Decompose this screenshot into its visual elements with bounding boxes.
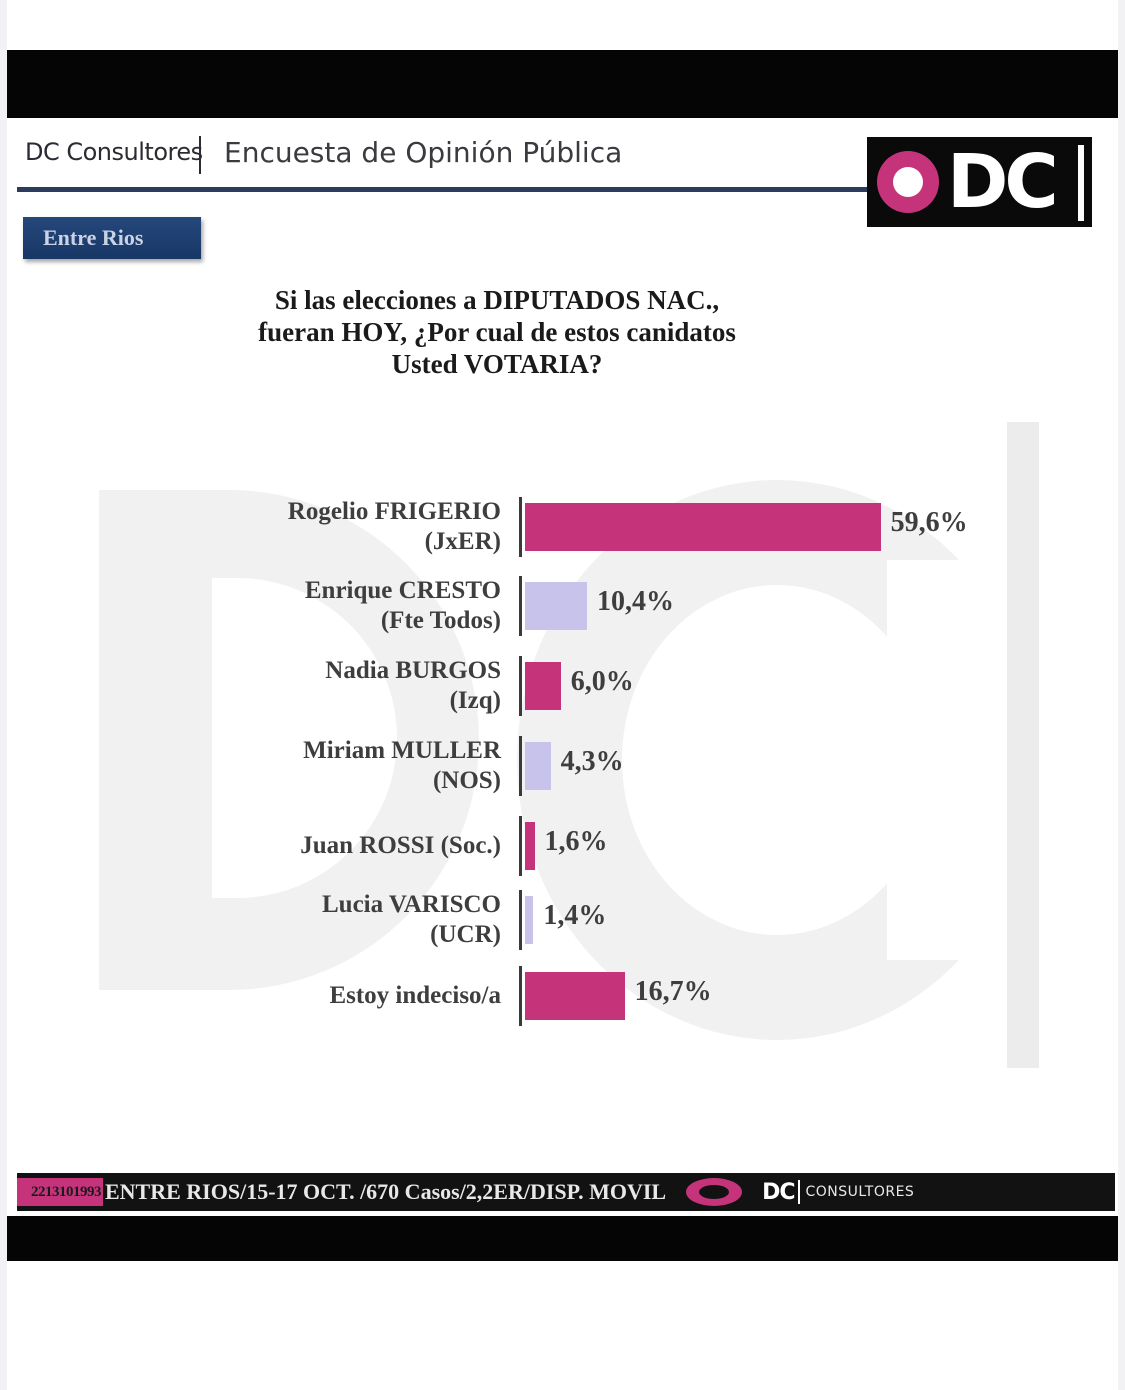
question-line-1: Si las elecciones a DIPUTADOS NAC., bbox=[274, 285, 720, 315]
axis-tick bbox=[519, 890, 522, 950]
bar bbox=[525, 896, 534, 944]
logo-ring-icon bbox=[877, 151, 939, 213]
category-label: Estoy indeciso/a bbox=[329, 981, 501, 1011]
brand-name: DC Consultores bbox=[25, 138, 203, 166]
footer-logo-sub: CONSULTORES bbox=[805, 1184, 915, 1200]
axis-tick bbox=[519, 497, 522, 557]
question-line-3: Usted VOTARIA? bbox=[391, 349, 603, 379]
footer-info: ENTRE RIOS/15-17 OCT. /670 Casos/2,2ER/D… bbox=[105, 1179, 667, 1204]
region-tag: Entre Rios bbox=[23, 217, 201, 259]
footer-ring-icon bbox=[686, 1178, 743, 1206]
chart-title: Si las elecciones a DIPUTADOS NAC., fuer… bbox=[207, 284, 787, 380]
category-label-line: Estoy indeciso/a bbox=[329, 982, 501, 1009]
dc-logo: DC bbox=[867, 137, 1092, 227]
top-black-band bbox=[7, 50, 1118, 118]
header-title: Encuesta de Opinión Pública bbox=[224, 136, 623, 169]
bar bbox=[525, 972, 625, 1020]
footer-strip: 2213101993 ENTRE RIOS/15-17 OCT. /670 Ca… bbox=[17, 1173, 1115, 1211]
logo-bar bbox=[1078, 145, 1084, 221]
axis-tick bbox=[519, 966, 522, 1026]
watermark-bar bbox=[1007, 422, 1039, 1068]
brand-separator bbox=[199, 136, 201, 174]
axis-tick bbox=[519, 816, 522, 876]
logo-text: DC bbox=[947, 139, 1059, 225]
footer-logo-bar bbox=[797, 1180, 800, 1204]
question-line-2: fueran HOY, ¿Por cual de estos canidatos bbox=[258, 317, 736, 347]
survey-card: DC Consultores Encuesta de Opinión Públi… bbox=[7, 0, 1118, 1390]
footer-logo-text: DC bbox=[762, 1179, 795, 1205]
bottom-black-band bbox=[7, 1216, 1118, 1261]
axis-tick bbox=[519, 576, 522, 636]
header-rule bbox=[17, 187, 872, 192]
footer-phone: 2213101993 bbox=[17, 1178, 103, 1206]
